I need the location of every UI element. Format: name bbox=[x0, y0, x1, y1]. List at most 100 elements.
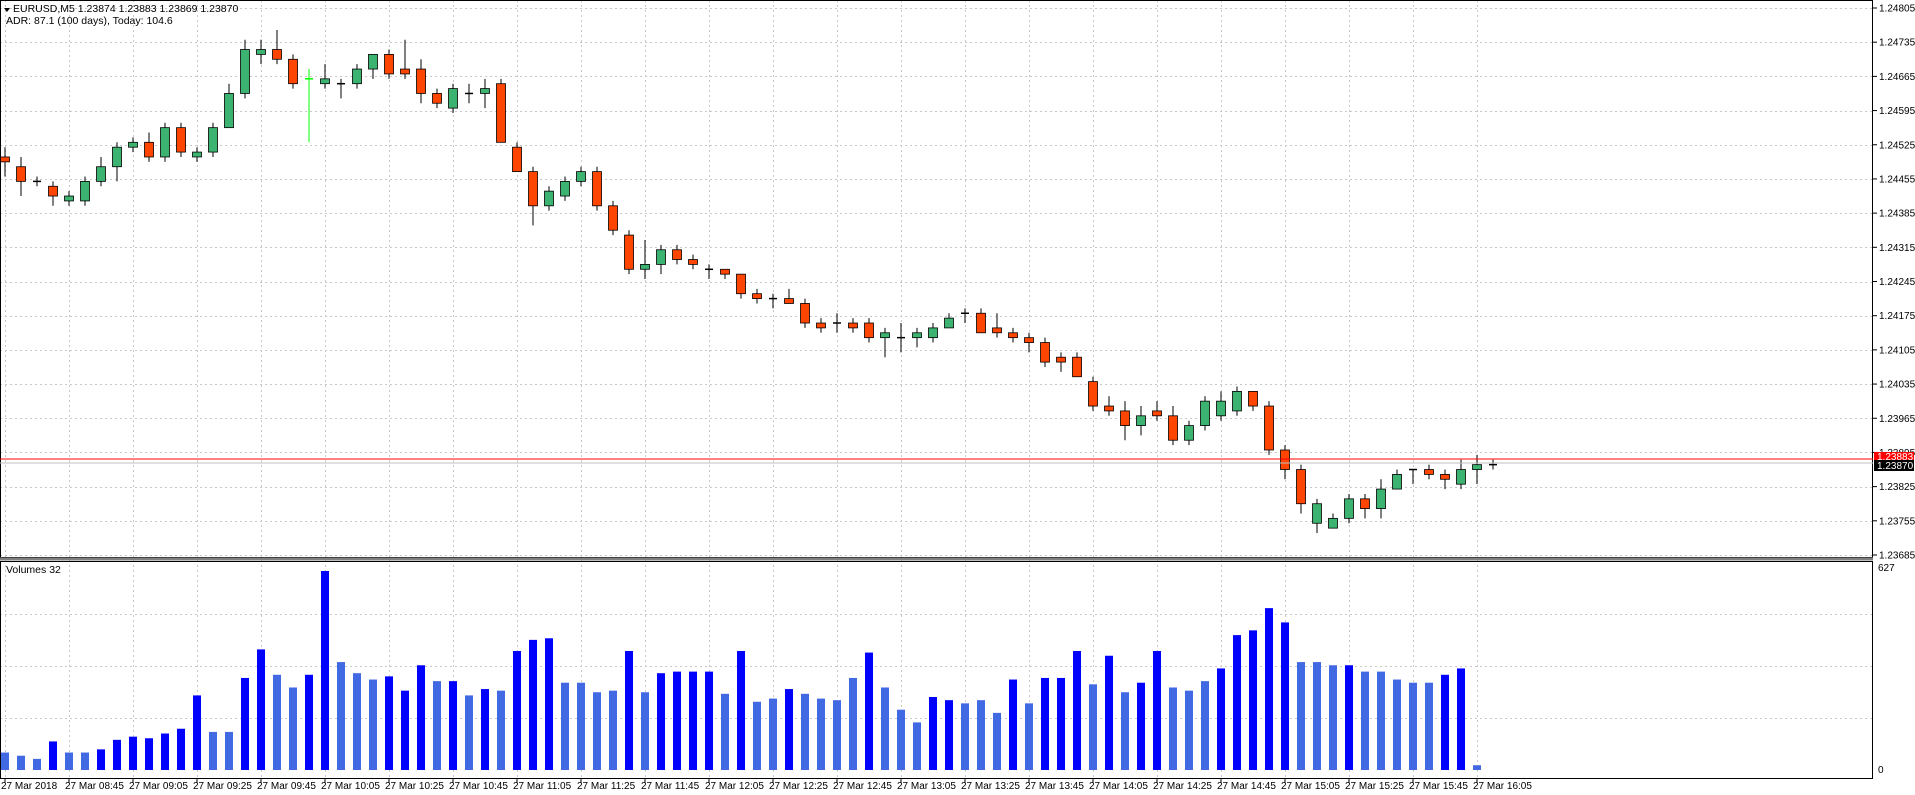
candle-body bbox=[1456, 469, 1466, 485]
volume-bar bbox=[977, 700, 985, 770]
candle-body bbox=[1328, 517, 1338, 529]
candle bbox=[992, 313, 1002, 338]
price-tick-label: 1.24315 bbox=[1879, 243, 1915, 254]
time-tick-label: 27 Mar 14:45 bbox=[1217, 781, 1276, 792]
volume-bar bbox=[1009, 679, 1017, 770]
candle-body bbox=[432, 93, 442, 104]
volume-bar bbox=[225, 731, 233, 770]
candle-body bbox=[480, 88, 490, 94]
candle bbox=[1312, 498, 1322, 534]
price-tick-label: 1.24105 bbox=[1879, 345, 1915, 356]
candle bbox=[1248, 390, 1258, 411]
volume-bar bbox=[1329, 665, 1337, 770]
candle bbox=[769, 293, 777, 309]
volume-bar bbox=[1057, 677, 1065, 770]
time-tick-label: 27 Mar 13:45 bbox=[1025, 781, 1084, 792]
volume-bar bbox=[65, 752, 73, 770]
volume-bar bbox=[1105, 655, 1113, 770]
volume-bar bbox=[961, 703, 969, 770]
volume-bar bbox=[1121, 692, 1129, 770]
volume-bar bbox=[1089, 684, 1097, 770]
chart-menu-triangle-icon[interactable] bbox=[4, 8, 10, 12]
candle-body bbox=[1232, 390, 1242, 412]
time-axis[interactable]: 27 Mar 2018 27 Mar 08:45 27 Mar 09:05 27 Ma… bbox=[1, 779, 1532, 792]
volume-bar bbox=[1441, 674, 1449, 770]
candle bbox=[288, 54, 298, 89]
volume-bar bbox=[193, 695, 201, 770]
candle bbox=[305, 69, 313, 143]
candle bbox=[240, 39, 250, 99]
volume-bar bbox=[625, 650, 633, 770]
volume-bar bbox=[1393, 679, 1401, 770]
time-tick-label: 27 Mar 13:05 bbox=[897, 781, 956, 792]
candle bbox=[384, 49, 394, 79]
volume-bar bbox=[385, 676, 393, 770]
adr-indicator-text: ADR: 87.1 (100 days), Today: 104.6 bbox=[6, 15, 173, 27]
candle-body bbox=[1424, 469, 1434, 475]
candle bbox=[1440, 469, 1450, 490]
volume-bar bbox=[289, 687, 297, 770]
candle bbox=[688, 254, 698, 270]
volume-bar bbox=[305, 674, 313, 770]
volume-bar bbox=[1025, 703, 1033, 770]
volume-bar bbox=[49, 741, 57, 770]
volume-bar bbox=[417, 665, 425, 770]
time-tick-label: 27 Mar 11:05 bbox=[513, 781, 572, 792]
price-tick-label: 1.24665 bbox=[1879, 72, 1915, 83]
volume-bar bbox=[1377, 671, 1385, 770]
candle bbox=[368, 53, 378, 79]
candle bbox=[752, 288, 762, 304]
candle-body bbox=[416, 68, 426, 94]
time-tick-label: 27 Mar 15:05 bbox=[1281, 781, 1340, 792]
candle bbox=[1456, 459, 1466, 490]
candle bbox=[1489, 459, 1497, 470]
candle-body bbox=[1152, 410, 1162, 417]
candle bbox=[192, 147, 202, 162]
candle-body bbox=[944, 317, 954, 329]
candle bbox=[465, 83, 473, 104]
time-tick-label: 27 Mar 12:25 bbox=[769, 781, 828, 792]
volume-bar bbox=[1185, 690, 1193, 770]
candle-body bbox=[1248, 390, 1258, 407]
volume-bar bbox=[593, 692, 601, 770]
volume-bar bbox=[321, 571, 329, 770]
candle bbox=[1056, 352, 1066, 372]
candle bbox=[480, 78, 490, 109]
volume-bar bbox=[97, 749, 105, 770]
time-tick-label: 27 Mar 15:45 bbox=[1409, 781, 1468, 792]
volume-panel-frame bbox=[0, 561, 1873, 779]
price-tick-label: 1.23755 bbox=[1879, 516, 1915, 527]
candle bbox=[1216, 391, 1226, 421]
candle bbox=[208, 122, 218, 157]
candle-body bbox=[96, 166, 106, 182]
candle bbox=[1232, 386, 1242, 416]
candle bbox=[1136, 406, 1146, 436]
candle-body bbox=[1264, 405, 1274, 451]
candle-body bbox=[736, 273, 746, 295]
volume-bar bbox=[1473, 765, 1481, 770]
volume-bar bbox=[1073, 650, 1081, 770]
volume-bar bbox=[817, 698, 825, 770]
candle bbox=[1200, 396, 1210, 431]
candle bbox=[800, 298, 810, 328]
candle-body bbox=[160, 127, 170, 158]
candle-body bbox=[240, 49, 250, 94]
volume-panel-title: Volumes 32 bbox=[6, 564, 61, 576]
bid-price-marker-label: 1.23870 bbox=[1877, 461, 1914, 472]
candle-body bbox=[448, 88, 458, 109]
candle-body bbox=[528, 171, 538, 207]
volume-bar bbox=[609, 690, 617, 770]
candle bbox=[672, 244, 682, 265]
candle-body bbox=[1120, 410, 1130, 426]
time-tick-label: 27 Mar 11:45 bbox=[641, 781, 700, 792]
candle bbox=[1120, 401, 1130, 441]
price-axis[interactable]: 1.24805 1.24735 1.24665 1.24595 1.24525 1.244… bbox=[1873, 4, 1915, 562]
candle-body bbox=[288, 58, 298, 85]
volume-bar bbox=[1217, 668, 1225, 770]
candle bbox=[352, 64, 362, 89]
candle-body bbox=[560, 180, 570, 197]
candle-body bbox=[592, 171, 602, 207]
candle-body bbox=[880, 332, 890, 339]
candle-body bbox=[16, 166, 26, 182]
